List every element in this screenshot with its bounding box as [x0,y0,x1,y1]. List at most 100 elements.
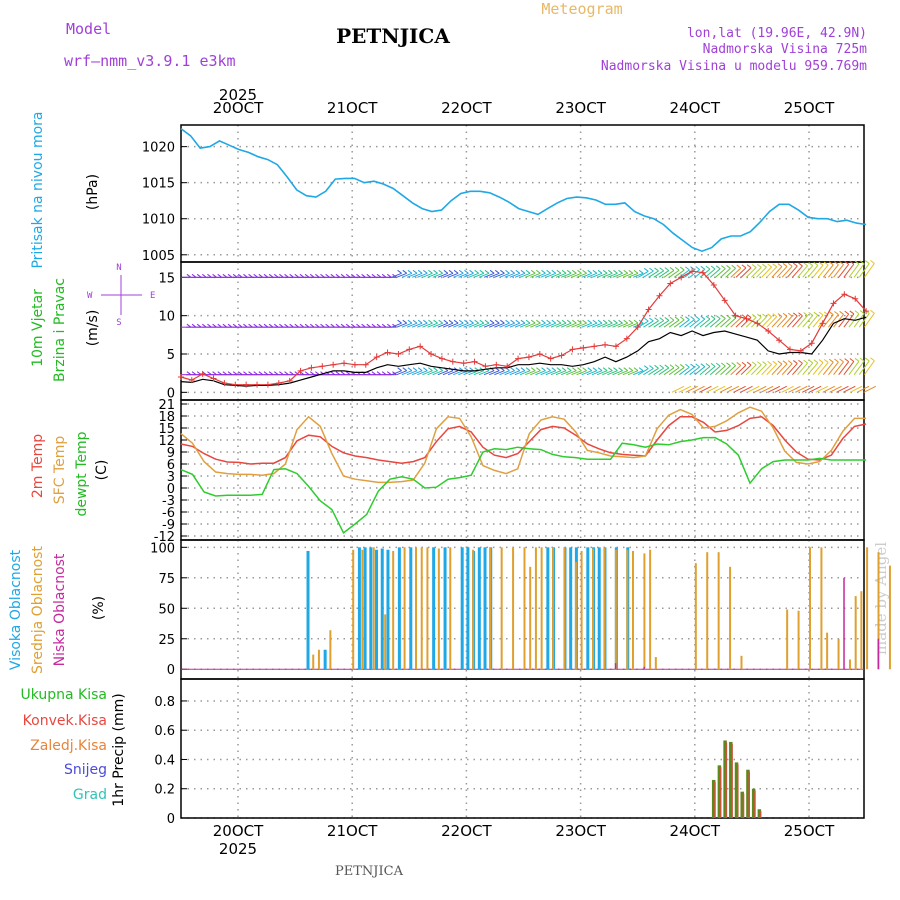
wind-barb [422,370,433,376]
wind-barb [776,315,788,328]
ytick-label: 1010 [142,213,175,228]
wind-barb [478,370,490,376]
wind-barb-tip [777,360,783,365]
wind-barb [463,322,474,328]
wind-barbs [180,259,877,393]
wind-barb [673,269,685,278]
wind-barb-tip [798,359,803,364]
wind-barb [848,361,860,375]
cloud-mid-bar [643,553,646,670]
cloud-mid-bar [626,549,629,670]
wind-barb [781,315,793,328]
wind-barb [750,266,762,278]
wind-barb [856,385,870,393]
wind-barb [643,270,654,278]
windspeed-marker [721,297,728,304]
wind-barb [391,370,402,376]
precip-conv-bar [731,743,733,818]
wind-barb-tip [803,359,808,364]
wind-barb-tip [772,313,778,318]
windspeed-marker [645,306,652,313]
windspeed-marker [623,335,630,342]
wind-barb-tip [489,269,495,274]
cloud-high-bar [375,549,379,670]
wind-barb-tip [654,364,659,369]
wind-barb [812,264,824,278]
wind-barb-tip [438,367,444,372]
wind-barb [828,264,839,278]
wind-barb-tip [551,319,557,324]
wind-barb [411,322,423,328]
cloud-low-bar [614,663,617,670]
wind-barb-tip [453,269,459,274]
wind-barb-tip [808,359,814,364]
wind-barb-tip [818,311,824,316]
windspeed-marker [428,351,435,357]
compass-rose: N S W E [87,263,155,328]
wind-barb-tip [489,319,495,324]
wind-barb-tip [710,315,716,320]
windspeed-marker [330,361,337,368]
wind-barb [489,370,500,376]
wind-barb-tip [669,316,675,321]
wind-barb [833,264,844,278]
windspeed-marker [504,363,511,370]
wind-barb-tip [654,317,659,322]
wind-barb-tip [592,319,598,324]
cloud-mid-bar [552,547,555,670]
wind-barb [747,385,760,393]
wind-barb [740,364,752,376]
wind-barb-tip [515,319,521,324]
wind-barb [514,272,526,278]
wind-barb [766,363,778,376]
cloud-high-bar [569,547,573,670]
wind-barb [668,269,680,278]
wind-barb [437,370,449,376]
wind-barb [786,315,798,328]
wind-barb [596,370,608,376]
ytick-label: -12 [154,530,175,545]
wind-barb-tip [767,360,772,365]
wind-barb [863,385,877,393]
wind-barb [494,370,505,376]
windspeed-marker [808,340,815,347]
wind-barb [638,320,649,328]
wind-barb-tip [469,269,474,274]
wind-barb [602,370,613,376]
ytick-label: 9 [167,446,175,461]
wind-barb [766,316,778,328]
wind-barb [648,270,659,278]
wind-barb-tip [664,317,670,321]
wind-barb-tip [808,262,814,266]
wind-barb-tip [751,313,757,318]
windspeed-marker [297,367,304,374]
wind-barb [709,365,721,376]
wind-barb-tip [561,367,567,372]
panel-frame [180,124,865,263]
wind-barb-tip [726,362,731,367]
wind-barb [432,322,443,328]
cloud-high-bar [546,547,550,670]
wind-barb [391,322,402,328]
wind-barb-tip [525,269,531,274]
year-bottom: 2025 [219,840,257,858]
wind-barb-tip [844,260,849,265]
windspeed-marker [406,346,413,353]
page-title: PETNJICA [336,24,450,48]
wind-barb [581,322,592,328]
wind-barb-tip [412,269,418,274]
wind-barb [550,322,562,328]
wind-barb [401,272,413,278]
wind-barb-tip [705,265,711,270]
wind-barb [838,263,850,278]
cloud-low-bar [643,666,645,670]
wind-barb-tip [633,367,639,372]
wind-barb-tip [746,264,752,269]
wind-barb [437,322,449,328]
wind-barb [442,370,454,376]
wind-barb [812,362,824,376]
wind-barb [566,322,577,328]
wind-barb [535,370,546,376]
wind-barb-tip [546,269,551,274]
